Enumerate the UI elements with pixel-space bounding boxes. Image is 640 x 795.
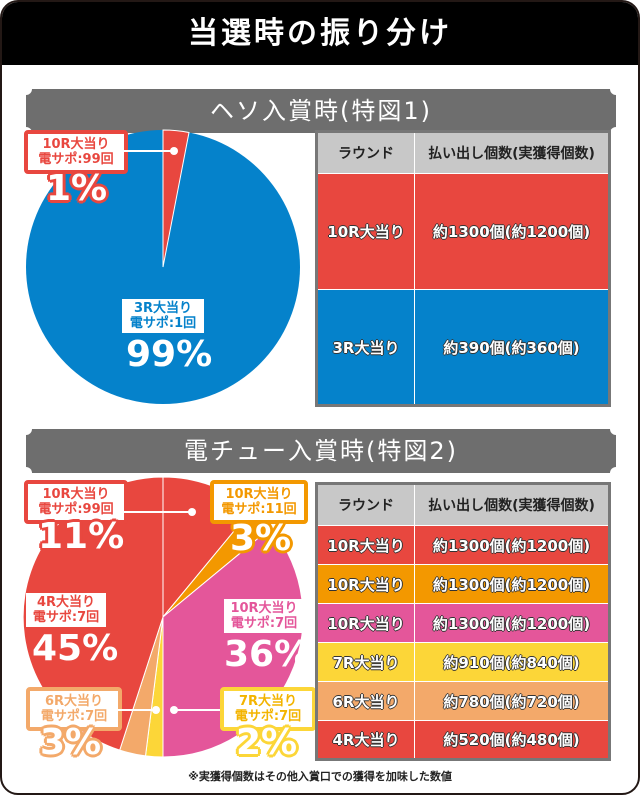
cell-payout: 約1300個(約1200個) — [414, 173, 610, 290]
callout-line2: 電サポ:7回 — [40, 709, 108, 724]
leader-dot — [188, 508, 196, 516]
banner-notch — [610, 423, 622, 435]
callout-line1: 4R大当り — [36, 595, 96, 610]
callout-line2: 電サポ:7回 — [234, 709, 302, 724]
callout-10r-99: 10R大当り 電サポ:99回 — [24, 480, 128, 524]
callout-line1: 3R大当り — [133, 301, 193, 316]
pie-slice-10r — [162, 129, 190, 268]
table-row: 3R大当り 約390個(約360個) — [316, 289, 610, 406]
footnote: ※実獲得個数はその他入賞口での獲得を加味した数値 — [188, 770, 452, 783]
cell-payout: 約1300個(約1200個) — [414, 603, 610, 643]
table-row: 6R大当り 約780個(約720個) — [316, 681, 610, 721]
banner-notch — [20, 423, 32, 435]
pct-10r-99: 1% — [46, 168, 108, 209]
callout-6r-7: 6R大当り 電サポ:7回 — [26, 687, 122, 731]
table-row: 10R大当り 約1300個(約1200個) — [316, 564, 610, 604]
leader-line — [174, 709, 220, 711]
callout-4r-7: 4R大当り 電サポ:7回 — [26, 593, 106, 627]
pct-7r-7: 2% — [236, 722, 298, 763]
callout-10r-99: 10R大当り 電サポ:99回 — [24, 130, 128, 174]
callout-line2: 電サポ:7回 — [32, 610, 100, 625]
pct-6r-7: 3% — [40, 722, 102, 763]
banner-notch — [610, 83, 622, 95]
callout-line1: 10R大当り — [230, 601, 298, 616]
col-header-payout: 払い出し個数(実獲得個数) — [414, 131, 610, 174]
leader-dot — [170, 147, 178, 155]
table-row: 10R大当り 約1300個(約1200個) — [316, 525, 610, 565]
cell-round: 10R大当り — [316, 525, 415, 565]
pct-10r-7: 36% — [224, 634, 311, 675]
table-row: 4R大当り 約520個(約480個) — [316, 720, 610, 760]
callout-line1: 7R大当り — [238, 694, 298, 709]
cell-round: 10R大当り — [316, 564, 415, 604]
pie-chart-tokuzu1 — [26, 129, 300, 404]
section2-banner: 電チュー入賞時(特図2) — [20, 423, 622, 479]
callout-line2: 電サポ:7回 — [230, 616, 298, 631]
callout-10r-11: 10R大当り 電サポ:11回 — [210, 480, 308, 524]
col-header-payout: 払い出し個数(実獲得個数) — [414, 483, 610, 526]
leader-line — [114, 709, 156, 711]
cell-payout: 約910個(約840個) — [414, 642, 610, 682]
leader-line — [118, 511, 190, 513]
cell-payout: 約1300個(約1200個) — [414, 525, 610, 565]
cell-round: 4R大当り — [316, 720, 415, 760]
pct-4r-7: 45% — [32, 628, 119, 669]
table-row: 7R大当り 約910個(約840個) — [316, 642, 610, 682]
table-row: 10R大当り 約1300個(約1200個) — [316, 173, 610, 290]
callout-line2: 電サポ:99回 — [38, 152, 114, 167]
callout-line2: 電サポ:1回 — [129, 316, 197, 331]
pct-3r-1: 99% — [126, 334, 213, 375]
cell-round: 3R大当り — [316, 289, 415, 406]
callout-7r-7: 7R大当り 電サポ:7回 — [220, 687, 316, 731]
callout-line1: 10R大当り — [42, 487, 110, 502]
payout-table-tokuzu2: ラウンド 払い出し個数(実獲得個数) 10R大当り 約1300個(約1200個)… — [315, 482, 611, 761]
table-row: 10R大当り 約1300個(約1200個) — [316, 603, 610, 643]
cell-payout: 約780個(約720個) — [414, 681, 610, 721]
col-header-round: ラウンド — [316, 131, 415, 174]
cell-round: 10R大当り — [316, 603, 415, 643]
section2-banner-label: 電チュー入賞時(特図2) — [184, 437, 458, 465]
callout-10r-7: 10R大当り 電サポ:7回 — [224, 599, 304, 633]
col-header-round: ラウンド — [316, 483, 415, 526]
leader-line — [118, 150, 174, 152]
banner-notch — [610, 127, 622, 139]
cell-round: 10R大当り — [316, 173, 415, 290]
banner-notch — [610, 467, 622, 479]
cell-payout: 約390個(約360個) — [414, 289, 610, 406]
section1-banner-label: ヘソ入賞時(特図1) — [210, 97, 432, 125]
callout-line2: 電サポ:99回 — [38, 502, 114, 517]
callout-3r-1: 3R大当り 電サポ:1回 — [122, 299, 204, 333]
leader-dot — [170, 706, 178, 714]
callout-line1: 10R大当り — [42, 137, 110, 152]
section1-banner: ヘソ入賞時(特図1) — [20, 83, 622, 139]
pct-10r-11: 3% — [230, 518, 292, 559]
callout-line2: 電サポ:11回 — [221, 502, 297, 517]
leader-dot — [152, 706, 160, 714]
cell-round: 6R大当り — [316, 681, 415, 721]
cell-payout: 約1300個(約1200個) — [414, 564, 610, 604]
callout-line1: 10R大当り — [225, 487, 293, 502]
payout-table-tokuzu1: ラウンド 払い出し個数(実獲得個数) 10R大当り 約1300個(約1200個)… — [315, 130, 611, 407]
banner-notch — [20, 83, 32, 95]
banner-notch — [20, 467, 32, 479]
page-title: 当選時の振り分け — [2, 2, 638, 65]
cell-payout: 約520個(約480個) — [414, 720, 610, 760]
pct-10r-99: 11% — [38, 516, 125, 557]
callout-line1: 6R大当り — [44, 694, 104, 709]
cell-round: 7R大当り — [316, 642, 415, 682]
